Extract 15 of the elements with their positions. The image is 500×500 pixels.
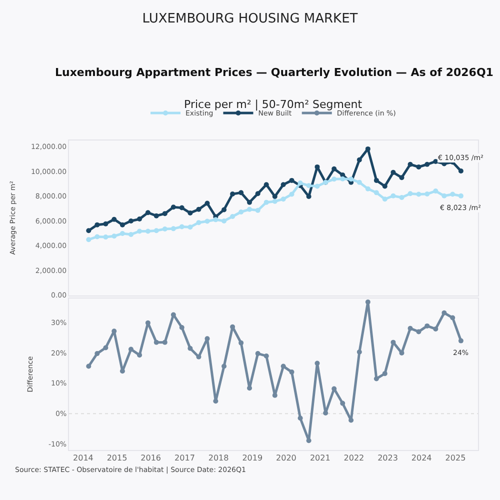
x-tick-label: 2025 [445, 454, 466, 463]
x-tick-label: 2014 [73, 454, 94, 463]
x-tick-label: 2022 [344, 454, 364, 463]
chart-subtitle: Luxembourg Appartment Prices — Quarterly Evolution — As of 2026Q1 [55, 66, 494, 79]
x-tick-label: 2021 [310, 454, 330, 463]
x-tick-label: 2016 [140, 454, 161, 463]
x-tick-label: 2017 [174, 454, 195, 463]
text: Price per m² | 50-70m² Segment [184, 98, 363, 111]
x-tick-label: 2015 [106, 454, 128, 463]
x-tick-label: 2020 [276, 454, 296, 463]
x-tick-label: 2023 [378, 454, 398, 463]
x-tick-label: 2024 [411, 454, 432, 463]
chart-title: LUXEMBOURG HOUSING MARKET [142, 12, 358, 27]
x-tick-label: 2019 [242, 454, 263, 463]
x-tick-label: 2018 [208, 454, 229, 463]
